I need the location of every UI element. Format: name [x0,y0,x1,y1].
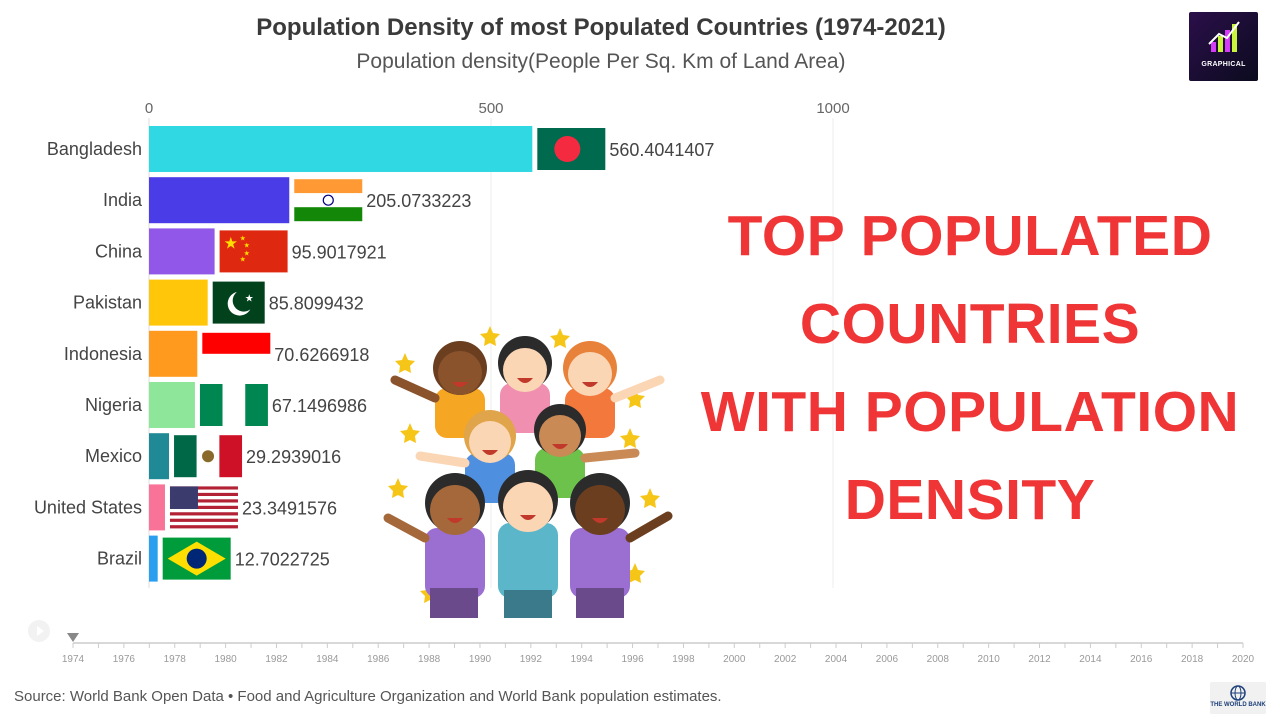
world-bank-logo: THE WORLD BANK [1210,682,1266,714]
bar [149,433,170,480]
timeline-year-label: 2018 [1181,654,1204,665]
svg-text:★: ★ [224,233,238,252]
svg-text:★: ★ [245,294,254,305]
timeline-year-label: 2000 [723,654,746,665]
headline-line: TOP POPULATED [727,204,1213,268]
bar [149,279,208,326]
play-icon [37,626,44,636]
headline-line: DENSITY [844,468,1096,532]
flag-pakistan-icon: ★ [212,281,265,324]
children-icon [383,326,673,618]
play-button[interactable] [28,620,50,642]
svg-text:★: ★ [240,234,246,242]
source-note: Source: World Bank Open Data • Food and … [14,688,722,705]
flag-nigeria-icon [199,384,268,426]
category-label: Pakistan [73,293,142,313]
flag-china-icon: ★ ★★★★ [219,230,288,273]
headline-line: WITH POPULATION [700,380,1240,444]
category-label: China [95,241,143,261]
bar-chart-logo-icon [1208,21,1240,52]
category-label: Indonesia [64,344,143,364]
value-label: 12.7022725 [235,550,330,570]
value-label: 205.0733223 [366,191,471,211]
flag-bangladesh-icon [537,128,606,170]
bar-chart: 0 500 1000 Bangladesh 560.4041407 India 205.07… [34,100,1255,665]
bar [149,382,195,428]
timeline-year-label: 1976 [113,654,136,665]
flag-brazil-icon [162,537,231,580]
value-label: 29.2939016 [246,447,341,467]
world-bank-logo-text: THE WORLD BANK [1210,702,1266,708]
bar [149,228,215,275]
value-label: 560.4041407 [609,140,714,160]
timeline-year-label: 1982 [265,654,288,665]
value-label: 67.1496986 [272,396,367,416]
bar [149,330,198,377]
logo-text: GRAPHICAL [1201,61,1246,68]
category-label: United States [34,497,142,517]
timeline-year-label: 1994 [571,654,594,665]
timeline-year-label: 2020 [1232,654,1255,665]
timeline-year-label: 1980 [214,654,237,665]
bar [149,126,533,172]
svg-text:★: ★ [244,241,250,249]
timeline-year-label: 2008 [927,654,950,665]
flag-india-icon [294,179,363,222]
bar [149,177,290,224]
x-tick-label: 0 [145,100,153,117]
flag-united-states-icon [169,486,238,529]
timeline-year-label: 1986 [367,654,390,665]
cheering-children-illustration [380,318,680,618]
timeline-year-label: 1990 [469,654,492,665]
category-label: Mexico [85,446,142,466]
globe-icon [1230,685,1246,701]
value-label: 85.8099432 [269,294,364,314]
timeline-year-label: 1988 [418,654,441,665]
svg-text:★: ★ [240,255,246,263]
timeline-year-label: 1996 [621,654,644,665]
timeline-year-label: 2004 [825,654,848,665]
headline-line: COUNTRIES [799,292,1141,356]
bar [149,535,158,582]
timeline-year-label: 1998 [672,654,695,665]
timeline-marker-icon[interactable] [67,633,79,642]
category-label: Bangladesh [47,139,142,159]
value-label: 95.9017921 [292,242,387,262]
flag-mexico-icon [174,435,243,478]
category-label: India [103,190,143,210]
x-tick-label: 1000 [816,100,849,117]
timeline-year-label: 2010 [978,654,1001,665]
value-label: 23.3491576 [242,498,337,518]
timeline-year-label: 1984 [316,654,339,665]
timeline-year-label: 2002 [774,654,797,665]
flag-indonesia-icon [202,332,271,354]
chart-title: Population Density of most Populated Cou… [256,14,946,41]
timeline-year-label: 1978 [164,654,187,665]
timeline-year-label: 2012 [1028,654,1051,665]
svg-text:★: ★ [244,249,250,257]
timeline-year-label: 2014 [1079,654,1102,665]
value-label: 70.6266918 [274,345,369,365]
category-label: Brazil [97,549,142,569]
promo-headline: TOP POPULATED COUNTRIES WITH POPULATION … [660,192,1280,544]
channel-logo: GRAPHICAL [1189,12,1258,81]
bar [149,484,165,531]
chart-subtitle: Population density(People Per Sq. Km of … [356,50,846,73]
timeline-year-label: 2006 [876,654,899,665]
x-tick-label: 500 [478,100,503,117]
timeline-year-label: 1992 [520,654,543,665]
timeline-year-label: 1974 [62,654,85,665]
category-label: Nigeria [85,395,143,415]
timeline-year-label: 2016 [1130,654,1153,665]
